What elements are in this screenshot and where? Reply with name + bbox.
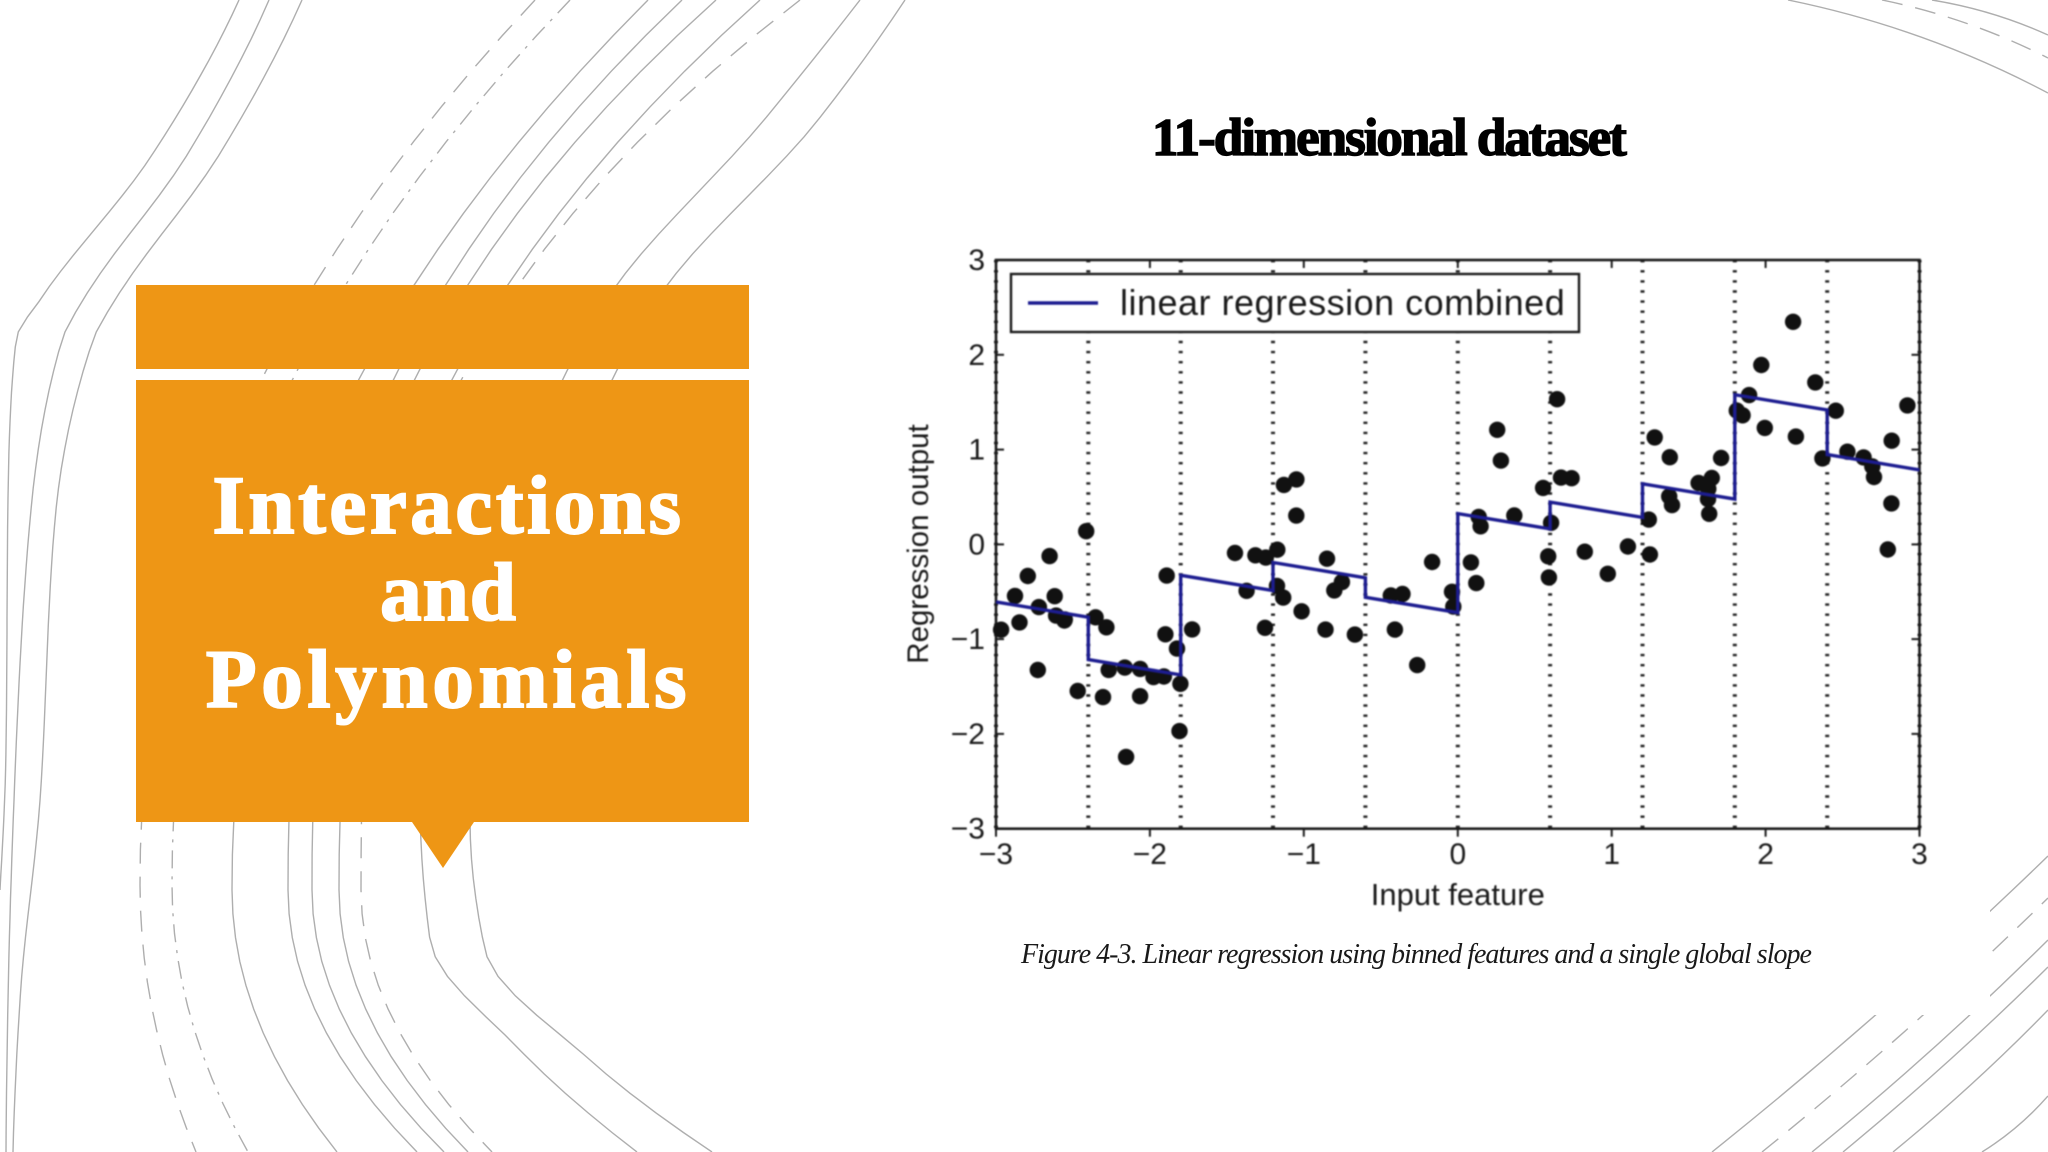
svg-text:−1: −1 bbox=[951, 623, 985, 656]
svg-text:3: 3 bbox=[1911, 838, 1928, 871]
svg-text:−2: −2 bbox=[951, 718, 985, 751]
svg-text:3: 3 bbox=[968, 244, 985, 277]
svg-text:−2: −2 bbox=[1133, 838, 1167, 871]
svg-text:1: 1 bbox=[1603, 838, 1620, 871]
svg-text:−3: −3 bbox=[979, 838, 1013, 871]
svg-text:−3: −3 bbox=[951, 813, 985, 846]
svg-text:0: 0 bbox=[1449, 838, 1466, 871]
svg-text:2: 2 bbox=[1757, 838, 1774, 871]
svg-text:1: 1 bbox=[968, 434, 985, 467]
svg-text:Regression output: Regression output bbox=[902, 424, 935, 663]
svg-text:2: 2 bbox=[968, 339, 985, 372]
svg-text:−1: −1 bbox=[1287, 838, 1321, 871]
svg-text:linear regression combined: linear regression combined bbox=[1120, 282, 1565, 323]
svg-text:Input feature: Input feature bbox=[1371, 877, 1545, 912]
svg-text:0: 0 bbox=[968, 528, 985, 561]
